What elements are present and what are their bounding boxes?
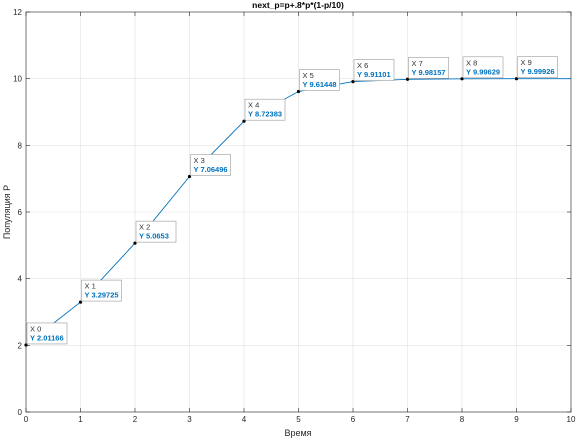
- datatip-x-text: X 9: [521, 58, 532, 67]
- x-tick-label: 4: [242, 415, 247, 424]
- y-axis-label: Популяция P: [2, 185, 12, 239]
- y-tick-label: 8: [18, 141, 23, 150]
- datatip-y-text: Y 9.99926: [521, 67, 555, 76]
- x-tick-label: 9: [514, 415, 519, 424]
- datatip-y-text: Y 9.98157: [412, 68, 446, 77]
- x-tick-label: 1: [78, 415, 83, 424]
- datatip-y-text: Y 8.72383: [248, 110, 282, 119]
- x-axis-label: Время: [284, 428, 311, 438]
- y-tick-label: 4: [18, 275, 23, 284]
- x-tick-label: 6: [351, 415, 356, 424]
- x-tick-label: 8: [460, 415, 465, 424]
- datatip-y-text: Y 7.06496: [194, 165, 228, 174]
- datatip-box[interactable]: [299, 69, 340, 91]
- y-tick-label: 12: [13, 8, 22, 17]
- datatip-x-text: X 0: [30, 324, 41, 333]
- datatip-x-text: X 5: [303, 71, 314, 80]
- y-tick-label: 0: [18, 408, 23, 417]
- datatip-y-text: Y 5.0653: [139, 232, 169, 241]
- datatip-box[interactable]: [81, 279, 122, 302]
- datatip-x-text: X 2: [139, 223, 150, 232]
- datatip-y-text: Y 9.99629: [466, 67, 500, 76]
- datatip-box[interactable]: [244, 98, 286, 121]
- datatip-box[interactable]: [190, 154, 231, 176]
- datatip-x-text: X 8: [466, 58, 477, 67]
- datatip-x-text: X 7: [412, 59, 423, 68]
- datatip-x-text: X 1: [85, 282, 96, 291]
- x-tick-label: 3: [187, 415, 192, 424]
- datatip-y-text: Y 3.29725: [85, 291, 119, 300]
- datatip-x-text: X 6: [357, 61, 368, 70]
- datatip-box[interactable]: [408, 56, 449, 79]
- y-tick-label: 2: [18, 341, 23, 350]
- y-tick-label: 10: [13, 75, 22, 84]
- datatip-y-text: Y 2.01166: [30, 333, 64, 342]
- x-tick-label: 2: [133, 415, 138, 424]
- datatip-box[interactable]: [353, 59, 395, 81]
- datatip-x-text: X 3: [194, 156, 205, 165]
- chart-title: next_p=p+.8*p*(1-p/10): [252, 0, 344, 10]
- datatip-box[interactable]: [517, 56, 558, 78]
- x-tick-label: 0: [24, 415, 29, 424]
- x-tick-label: 5: [296, 415, 301, 424]
- x-tick-label: 10: [567, 415, 576, 424]
- datatip-box[interactable]: [462, 56, 504, 79]
- datatip-x-text: X 4: [248, 101, 259, 110]
- datatip-y-text: Y 9.91101: [357, 70, 391, 79]
- datatip-box[interactable]: [26, 322, 68, 345]
- datatip-box[interactable]: [135, 220, 177, 243]
- datatip-y-text: Y 9.61448: [303, 80, 337, 89]
- x-tick-label: 7: [405, 415, 410, 424]
- y-tick-label: 6: [18, 208, 23, 217]
